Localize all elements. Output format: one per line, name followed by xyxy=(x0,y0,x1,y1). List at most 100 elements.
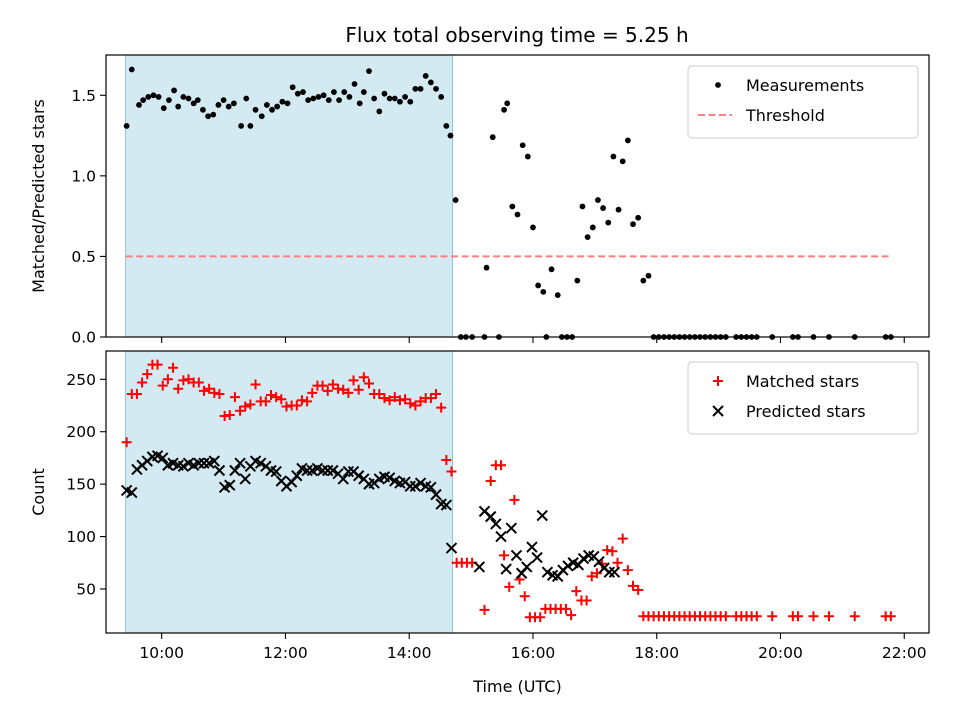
data-point xyxy=(521,561,533,573)
data-point xyxy=(495,460,506,471)
data-point xyxy=(327,464,339,477)
data-point xyxy=(414,477,427,489)
data-point xyxy=(171,87,177,94)
data-point xyxy=(331,89,337,95)
data-point xyxy=(383,472,396,484)
axes-frame xyxy=(105,54,930,338)
data-point xyxy=(619,158,626,165)
data-point xyxy=(291,470,303,482)
data-point xyxy=(162,374,173,385)
data-point xyxy=(530,224,536,231)
data-point xyxy=(823,611,834,622)
data-point xyxy=(225,103,232,110)
data-point xyxy=(269,106,275,113)
data-point xyxy=(554,292,561,299)
data-point xyxy=(254,457,267,469)
data-point xyxy=(612,557,623,568)
data-point xyxy=(263,102,270,108)
data-point xyxy=(300,89,306,95)
data-point xyxy=(443,123,450,129)
data-point xyxy=(425,481,437,493)
data-point xyxy=(526,541,538,553)
data-point xyxy=(157,452,169,464)
data-point xyxy=(281,401,292,412)
data-point xyxy=(317,380,328,391)
x-axis-label: Time (UTC) xyxy=(472,677,561,696)
legend-marker xyxy=(715,82,721,88)
data-point xyxy=(489,134,496,141)
data-point xyxy=(540,288,547,295)
data-point xyxy=(407,98,414,105)
data-point xyxy=(584,234,591,240)
data-point xyxy=(220,97,227,104)
data-point xyxy=(274,103,281,110)
y-axis-label: Matched/Predicted stars xyxy=(29,99,48,293)
data-point xyxy=(142,369,153,380)
data-point xyxy=(279,98,286,105)
ratio-panel: 0.0 0.5 1.0 1.5 Matched/Predicted stars Measu… xyxy=(29,54,930,347)
data-point xyxy=(351,81,358,87)
data-point xyxy=(302,396,313,407)
data-point xyxy=(360,89,367,95)
data-point xyxy=(386,95,393,102)
y-axis-label: Count xyxy=(29,468,48,516)
data-point xyxy=(238,123,245,129)
data-point xyxy=(504,581,515,592)
data-point xyxy=(427,79,434,86)
data-point xyxy=(214,388,225,399)
data-point xyxy=(389,392,400,403)
data-point xyxy=(510,549,523,562)
y-tick-label: 100 xyxy=(66,528,96,546)
data-point xyxy=(376,108,383,115)
count-panel: 50 100 150 200 250 10:00 12:00 14:00 16:00 18:00 2… xyxy=(29,350,930,696)
y-tick-label: 150 xyxy=(66,476,96,494)
data-point xyxy=(541,566,554,578)
data-point xyxy=(603,566,615,578)
data-point xyxy=(500,563,512,575)
y-tick-label: 0.5 xyxy=(71,248,96,266)
data-point xyxy=(412,85,419,92)
legend-label: Matched stars xyxy=(746,372,859,391)
data-point xyxy=(499,550,510,561)
legend-marker xyxy=(713,376,723,386)
data-point xyxy=(617,533,628,544)
data-point xyxy=(509,203,516,210)
data-point xyxy=(436,402,447,413)
data-point xyxy=(173,383,184,394)
data-point xyxy=(358,372,369,383)
data-point xyxy=(123,123,130,129)
data-point xyxy=(397,98,403,105)
data-point xyxy=(294,90,301,97)
data-point xyxy=(316,464,329,477)
data-point xyxy=(645,272,652,279)
data-point xyxy=(193,377,204,388)
data-point xyxy=(284,100,291,107)
data-point xyxy=(431,388,442,399)
data-point xyxy=(301,464,313,477)
data-point xyxy=(410,400,421,411)
data-point xyxy=(505,522,518,534)
series-predicted-stars xyxy=(120,450,621,583)
data-point xyxy=(121,437,132,448)
data-point xyxy=(793,611,804,622)
data-point xyxy=(849,611,860,622)
data-point xyxy=(615,206,622,213)
data-point xyxy=(417,85,424,92)
data-point xyxy=(210,111,217,118)
x-tick-label: 22:00 xyxy=(882,644,927,662)
data-point xyxy=(190,100,197,107)
data-point xyxy=(371,95,378,102)
data-point xyxy=(348,375,359,386)
data-point xyxy=(205,113,212,120)
data-point xyxy=(628,580,639,591)
data-point xyxy=(178,375,189,386)
data-point xyxy=(239,473,251,485)
data-point xyxy=(305,97,312,104)
x-tick-label: 10:00 xyxy=(139,644,184,662)
data-point xyxy=(266,390,277,401)
data-point xyxy=(405,398,416,409)
data-point xyxy=(885,611,896,622)
data-point xyxy=(150,92,157,99)
data-point xyxy=(310,95,317,102)
